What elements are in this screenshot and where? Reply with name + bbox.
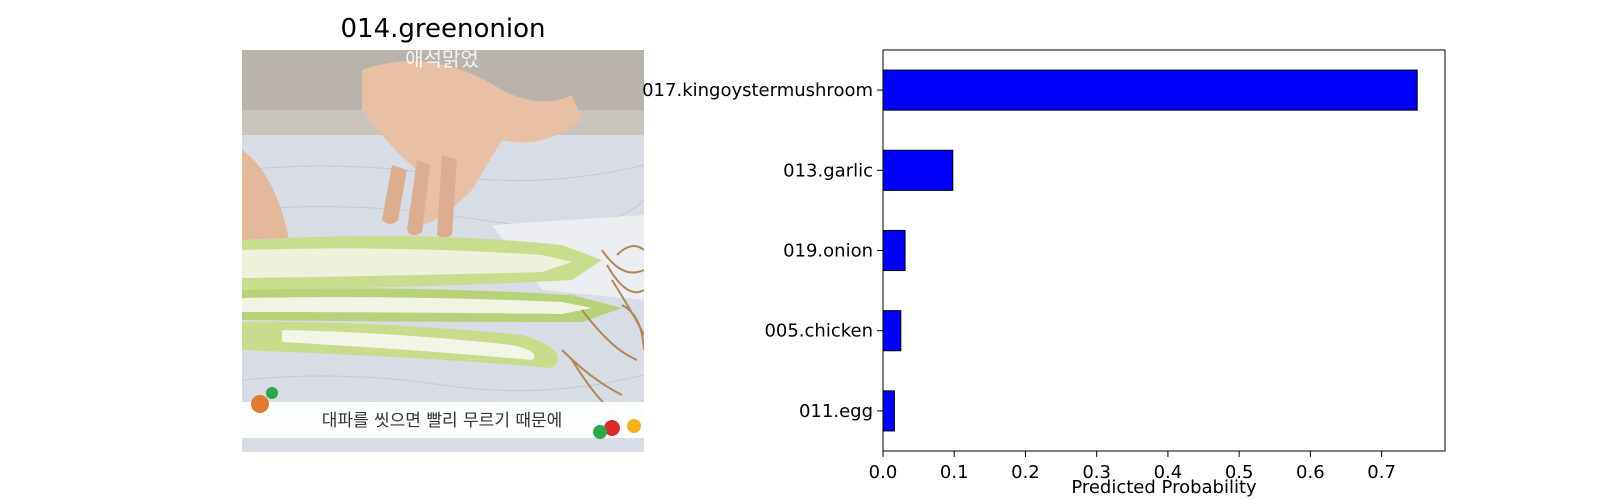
x-tick-label: 0.0 <box>869 462 898 483</box>
photo-caption: 대파를 씻으면 빨리 무르기 때문에 <box>322 411 563 431</box>
x-tick-label: 0.1 <box>940 462 969 483</box>
image-title: 014.greenonion <box>340 14 546 44</box>
y-tick-label: 005.chicken <box>764 321 873 342</box>
x-tick-label: 0.7 <box>1367 462 1396 483</box>
plot-frame <box>882 49 1446 452</box>
bar-013.garlic <box>882 149 954 191</box>
bar-005.chicken <box>882 310 902 352</box>
bar-017.kingoystermushroom <box>882 69 1418 111</box>
bar-011.egg <box>882 390 895 432</box>
bar-019.onion <box>882 229 906 272</box>
photo-overlay-text: 애석맑었 <box>405 50 479 71</box>
y-tick-label: 013.garlic <box>783 160 873 181</box>
x-tick-label: 0.6 <box>1296 462 1325 483</box>
food-photo: 대파를 씻으면 빨리 무르기 때문에 애석맑었 <box>242 50 644 452</box>
x-tick-label: 0.2 <box>1011 462 1040 483</box>
y-tick-label: 017.kingoystermushroom <box>642 80 873 101</box>
x-tick-label: 0.3 <box>1082 462 1111 483</box>
x-axis-label: Predicted Probability <box>1071 477 1257 498</box>
x-tick-label: 0.4 <box>1154 462 1183 483</box>
y-tick-label: 019.onion <box>783 241 873 262</box>
x-tick-label: 0.5 <box>1225 462 1254 483</box>
y-tick-label: 011.egg <box>799 401 873 422</box>
